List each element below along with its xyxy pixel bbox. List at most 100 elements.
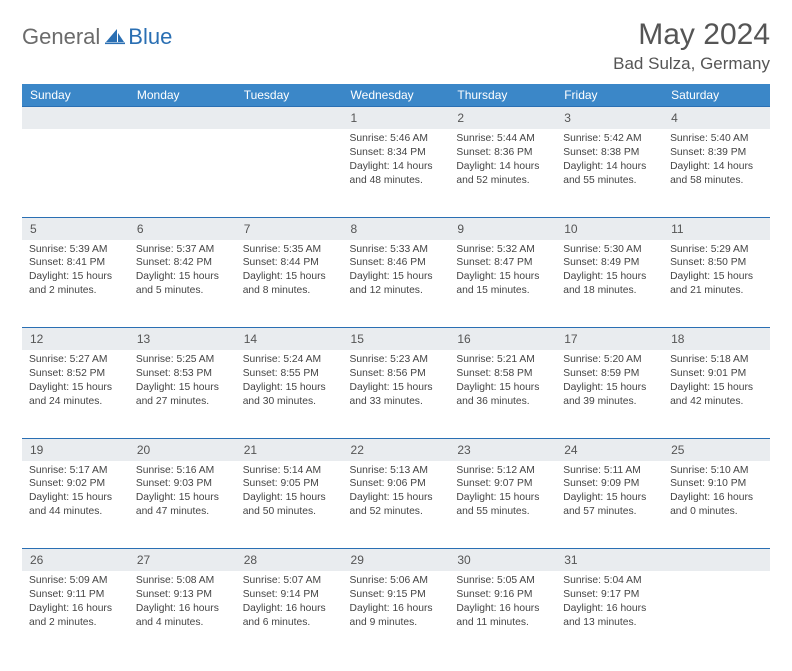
day-cell [663,571,770,659]
daynum-cell: 12 [22,328,129,351]
sunset-line: Sunset: 9:05 PM [243,477,336,491]
day-content: Sunrise: 5:44 AMSunset: 8:36 PMDaylight:… [449,129,556,194]
daynum-cell: 20 [129,438,236,461]
sunrise-line: Sunrise: 5:17 AM [29,464,122,478]
month-title: May 2024 [613,18,770,52]
sunrise-line: Sunrise: 5:46 AM [350,132,443,146]
daynum-row: 567891011 [22,217,770,240]
logo-sail-icon [104,27,126,50]
day-cell: Sunrise: 5:06 AMSunset: 9:15 PMDaylight:… [343,571,450,659]
sunrise-line: Sunrise: 5:44 AM [456,132,549,146]
daynum-cell: 22 [343,438,450,461]
daylight-line: Daylight: 15 hours and 42 minutes. [670,381,763,409]
day-content: Sunrise: 5:37 AMSunset: 8:42 PMDaylight:… [129,240,236,305]
sunset-line: Sunset: 9:16 PM [456,588,549,602]
daynum-cell: 24 [556,438,663,461]
day-number: 27 [137,553,150,567]
day-content: Sunrise: 5:09 AMSunset: 9:11 PMDaylight:… [22,571,129,636]
day-content: Sunrise: 5:25 AMSunset: 8:53 PMDaylight:… [129,350,236,415]
sunrise-line: Sunrise: 5:29 AM [670,243,763,257]
day-cell: Sunrise: 5:10 AMSunset: 9:10 PMDaylight:… [663,461,770,549]
daynum-cell: 13 [129,328,236,351]
day-content: Sunrise: 5:33 AMSunset: 8:46 PMDaylight:… [343,240,450,305]
day-number: 4 [671,111,678,125]
sunset-line: Sunset: 8:49 PM [563,256,656,270]
day-content [663,571,770,580]
daynum-cell: 16 [449,328,556,351]
daynum-cell: 7 [236,217,343,240]
day-cell: Sunrise: 5:13 AMSunset: 9:06 PMDaylight:… [343,461,450,549]
sunrise-line: Sunrise: 5:09 AM [29,574,122,588]
day-cell: Sunrise: 5:23 AMSunset: 8:56 PMDaylight:… [343,350,450,438]
daylight-line: Daylight: 15 hours and 15 minutes. [456,270,549,298]
day-number: 9 [457,222,464,236]
day-content: Sunrise: 5:11 AMSunset: 9:09 PMDaylight:… [556,461,663,526]
sunset-line: Sunset: 8:58 PM [456,367,549,381]
day-cell: Sunrise: 5:14 AMSunset: 9:05 PMDaylight:… [236,461,343,549]
day-cell: Sunrise: 5:12 AMSunset: 9:07 PMDaylight:… [449,461,556,549]
day-cell: Sunrise: 5:44 AMSunset: 8:36 PMDaylight:… [449,129,556,217]
daynum-cell: 25 [663,438,770,461]
daylight-line: Daylight: 15 hours and 33 minutes. [350,381,443,409]
daylight-line: Daylight: 15 hours and 55 minutes. [456,491,549,519]
day-number: 24 [564,443,577,457]
sunset-line: Sunset: 8:36 PM [456,146,549,160]
daynum-cell: 19 [22,438,129,461]
day-number: 3 [564,111,571,125]
sunrise-line: Sunrise: 5:40 AM [670,132,763,146]
day-number: 15 [351,332,364,346]
day-number: 1 [351,111,358,125]
sunset-line: Sunset: 8:39 PM [670,146,763,160]
sunset-line: Sunset: 9:06 PM [350,477,443,491]
title-block: May 2024 Bad Sulza, Germany [613,18,770,74]
day-content: Sunrise: 5:08 AMSunset: 9:13 PMDaylight:… [129,571,236,636]
daylight-line: Daylight: 15 hours and 47 minutes. [136,491,229,519]
day-content: Sunrise: 5:23 AMSunset: 8:56 PMDaylight:… [343,350,450,415]
sunrise-line: Sunrise: 5:14 AM [243,464,336,478]
day-cell [129,129,236,217]
daynum-cell: 17 [556,328,663,351]
day-number: 14 [244,332,257,346]
sunset-line: Sunset: 8:44 PM [243,256,336,270]
calendar-body: 1234Sunrise: 5:46 AMSunset: 8:34 PMDayli… [22,107,770,660]
daylight-line: Daylight: 15 hours and 2 minutes. [29,270,122,298]
daynum-cell [129,107,236,130]
daylight-line: Daylight: 16 hours and 13 minutes. [563,602,656,630]
sunset-line: Sunset: 9:14 PM [243,588,336,602]
sunrise-line: Sunrise: 5:06 AM [350,574,443,588]
day-number: 20 [137,443,150,457]
day-content: Sunrise: 5:20 AMSunset: 8:59 PMDaylight:… [556,350,663,415]
sunrise-line: Sunrise: 5:05 AM [456,574,549,588]
day-content: Sunrise: 5:17 AMSunset: 9:02 PMDaylight:… [22,461,129,526]
weekday-header: Saturday [663,84,770,107]
weekday-header: Sunday [22,84,129,107]
day-number: 23 [457,443,470,457]
day-cell: Sunrise: 5:29 AMSunset: 8:50 PMDaylight:… [663,240,770,328]
daylight-line: Daylight: 15 hours and 50 minutes. [243,491,336,519]
day-cell: Sunrise: 5:17 AMSunset: 9:02 PMDaylight:… [22,461,129,549]
sunset-line: Sunset: 8:34 PM [350,146,443,160]
sunrise-line: Sunrise: 5:30 AM [563,243,656,257]
sunrise-line: Sunrise: 5:16 AM [136,464,229,478]
day-number: 22 [351,443,364,457]
day-number: 5 [30,222,37,236]
sunset-line: Sunset: 8:56 PM [350,367,443,381]
day-cell: Sunrise: 5:05 AMSunset: 9:16 PMDaylight:… [449,571,556,659]
day-cell: Sunrise: 5:18 AMSunset: 9:01 PMDaylight:… [663,350,770,438]
day-content: Sunrise: 5:40 AMSunset: 8:39 PMDaylight:… [663,129,770,194]
calendar-page: General Blue May 2024 Bad Sulza, Germany… [0,0,792,671]
daylight-line: Daylight: 14 hours and 58 minutes. [670,160,763,188]
day-content: Sunrise: 5:42 AMSunset: 8:38 PMDaylight:… [556,129,663,194]
page-header: General Blue May 2024 Bad Sulza, Germany [22,18,770,74]
day-number: 12 [30,332,43,346]
day-number: 31 [564,553,577,567]
daynum-cell: 31 [556,549,663,572]
sunrise-line: Sunrise: 5:12 AM [456,464,549,478]
sunrise-line: Sunrise: 5:13 AM [350,464,443,478]
day-cell: Sunrise: 5:42 AMSunset: 8:38 PMDaylight:… [556,129,663,217]
day-content: Sunrise: 5:18 AMSunset: 9:01 PMDaylight:… [663,350,770,415]
day-number: 6 [137,222,144,236]
day-content: Sunrise: 5:35 AMSunset: 8:44 PMDaylight:… [236,240,343,305]
day-cell: Sunrise: 5:33 AMSunset: 8:46 PMDaylight:… [343,240,450,328]
daylight-line: Daylight: 16 hours and 6 minutes. [243,602,336,630]
